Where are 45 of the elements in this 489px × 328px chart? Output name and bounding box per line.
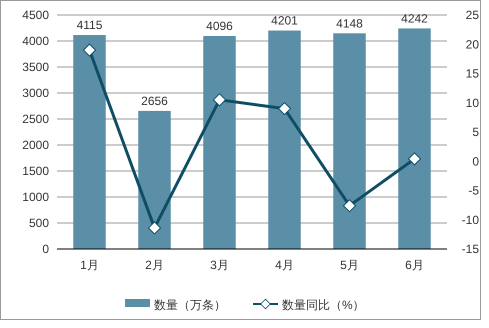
y2-tick-label: 25	[466, 8, 480, 22]
y2-tick-label: -5	[468, 184, 480, 198]
y-tick-label: 500	[28, 216, 50, 230]
x-tick-label: 2月	[145, 258, 164, 272]
y-tick-label: 2000	[22, 138, 50, 152]
y2-tick-label: 10	[466, 96, 480, 110]
x-tick-label: 4月	[275, 258, 294, 272]
y2-tick-label: -15	[462, 242, 480, 256]
x-tick-label: 6月	[405, 258, 424, 272]
bar	[203, 36, 236, 249]
y2-tick-label: 20	[466, 37, 480, 52]
y-tick-label: 1000	[22, 190, 50, 204]
y2-tick-label: 15	[466, 66, 480, 80]
data-label: 4201	[271, 14, 298, 28]
data-label: 4148	[336, 16, 364, 30]
y-tick-label: 4000	[22, 34, 50, 48]
x-tick-label: 5月	[340, 258, 359, 272]
data-label: 2656	[141, 94, 168, 108]
y-tick-label: 0	[42, 242, 50, 256]
x-tick-label: 1月	[80, 258, 99, 272]
y2-tick-label: 0	[472, 154, 480, 168]
y-tick-label: 3500	[22, 60, 50, 74]
x-tick-label: 3月	[210, 258, 229, 272]
y2-tick-label: -10	[462, 212, 480, 227]
bar	[333, 33, 366, 249]
data-label: 4115	[76, 18, 103, 32]
y-tick-label: 1500	[22, 164, 50, 178]
point	[83, 44, 96, 57]
y2-tick-label: 5	[472, 125, 480, 139]
legend-label: 数量同比（%）	[282, 298, 365, 312]
y-tick-label: 4500	[22, 8, 50, 22]
bar	[73, 35, 106, 249]
point	[278, 102, 291, 116]
legend-label: 数量（万条）	[154, 298, 226, 312]
y-tick-label: 3000	[22, 86, 50, 100]
data-label: 4242	[401, 11, 428, 26]
bar	[268, 30, 301, 249]
y-tick-label: 2500	[22, 112, 50, 126]
point	[213, 93, 226, 106]
bar	[398, 28, 431, 249]
bar	[138, 110, 171, 249]
data-label: 4096	[206, 19, 234, 34]
point	[408, 152, 421, 166]
point	[343, 199, 356, 212]
point	[148, 221, 161, 234]
